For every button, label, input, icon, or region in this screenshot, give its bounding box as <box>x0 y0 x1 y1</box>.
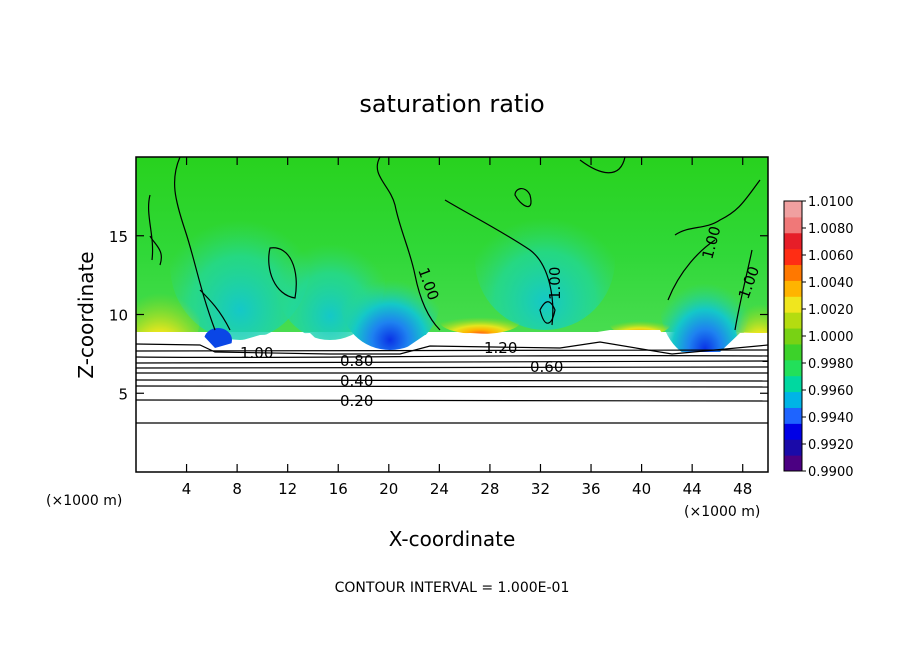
colorbar: 1.0100 1.0080 1.0060 1.0040 1.0020 1.0000 0.99… <box>783 195 854 480</box>
contour-label-4: 0.20 <box>340 392 373 410</box>
contour-lines <box>136 157 768 424</box>
colorbar-swatch <box>784 232 802 250</box>
y-tick-label: 10 <box>109 307 128 325</box>
colorbar-swatch <box>784 264 802 281</box>
chart-title: saturation ratio <box>359 90 544 118</box>
plot-area <box>136 157 768 472</box>
field-plume-cyan-1 <box>170 190 310 340</box>
colorbar-swatch <box>784 280 802 297</box>
footnote: CONTOUR INTERVAL = 1.000E-01 <box>335 580 570 596</box>
x-tick-label: 32 <box>531 480 550 498</box>
colorbar-tick-label: 0.9980 <box>808 357 854 372</box>
contour-label-5: 1.20 <box>484 339 517 357</box>
colorbar-swatch <box>784 407 802 424</box>
colorbar-tick-label: 1.0000 <box>808 330 854 345</box>
x-unit-left: (×1000 m) <box>46 493 122 509</box>
contour-label-3: 0.40 <box>340 372 373 390</box>
x-axis: 4 8 12 16 20 24 28 32 36 40 44 48 <box>182 157 752 498</box>
colorbar-tick-label: 0.9900 <box>808 465 854 480</box>
y-tick-label: 15 <box>109 228 128 246</box>
colorbar-tick-label: 1.0020 <box>808 303 854 318</box>
x-tick-label: 44 <box>683 480 702 498</box>
contour-label-2: 0.80 <box>340 352 373 370</box>
x-tick-label: 36 <box>581 480 600 498</box>
colorbar-swatch <box>784 312 802 329</box>
x-tick-label: 4 <box>182 480 192 498</box>
y-axis-label: Z-coordinate <box>74 251 98 378</box>
colorbar-tick-label: 1.0060 <box>808 249 854 264</box>
x-tick-label: 48 <box>733 480 752 498</box>
colorbar-tick-label: 0.9940 <box>808 411 854 426</box>
x-tick-label: 8 <box>232 480 242 498</box>
colorbar-swatch <box>784 423 802 440</box>
contour-label-1: 1.00 <box>240 344 273 362</box>
colorbar-swatch <box>784 216 802 234</box>
colorbar-swatch <box>784 439 802 456</box>
x-tick-label: 12 <box>278 480 297 498</box>
x-tick-label: 16 <box>329 480 348 498</box>
colorbar-tick-label: 0.9960 <box>808 384 854 399</box>
colorbar-swatch <box>784 328 802 345</box>
contour-label-6: 0.60 <box>530 358 563 376</box>
x-unit-right: (×1000 m) <box>684 504 760 520</box>
colorbar-swatch <box>784 455 802 472</box>
colorbar-swatch <box>784 343 802 361</box>
x-axis-label: X-coordinate <box>389 527 516 551</box>
colorbar-swatch <box>784 248 802 266</box>
colorbar-swatch <box>784 391 802 408</box>
y-tick-label: 5 <box>118 385 128 403</box>
colorbar-tick-label: 0.9920 <box>808 438 854 453</box>
x-tick-label: 40 <box>632 480 651 498</box>
y-axis: 5 10 15 <box>109 228 768 403</box>
field-warm-center <box>440 310 520 334</box>
colorbar-swatch <box>784 201 802 218</box>
x-tick-label: 28 <box>480 480 499 498</box>
field-plume-blue-2 <box>660 250 750 360</box>
field-plume-cyan-3 <box>475 190 615 330</box>
colorbar-swatch <box>784 375 802 393</box>
colorbar-tick-label: 1.0080 <box>808 222 854 237</box>
x-tick-label: 20 <box>379 480 398 498</box>
colorbar-swatch <box>784 359 802 377</box>
colorbar-tick-label: 1.0100 <box>808 195 854 210</box>
x-tick-label: 24 <box>430 480 449 498</box>
colorbar-swatch <box>784 296 802 313</box>
contour-label-8: 1.00 <box>546 267 564 300</box>
colorbar-tick-label: 1.0040 <box>808 276 854 291</box>
